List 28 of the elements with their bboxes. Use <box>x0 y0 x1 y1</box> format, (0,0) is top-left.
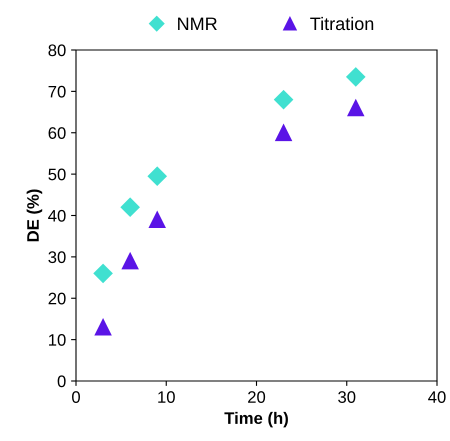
y-tick-label: 10 <box>49 334 66 346</box>
x-tick-label: 0 <box>72 391 80 403</box>
y-tick-label: 80 <box>48 44 66 56</box>
y-tick-label: 30 <box>48 251 66 264</box>
point <box>148 166 167 186</box>
y-tick-label: 40 <box>48 210 66 222</box>
point <box>347 100 364 116</box>
point <box>346 67 366 86</box>
point <box>94 318 112 336</box>
point <box>122 252 138 270</box>
point <box>148 211 166 228</box>
x-tick-label: 10 <box>158 391 175 403</box>
legend-label: Titration <box>310 16 374 30</box>
point <box>274 90 294 110</box>
x-tick-label: 40 <box>428 391 446 403</box>
legend-label: NMR <box>178 18 217 30</box>
point <box>120 198 140 217</box>
y-tick-label: 70 <box>48 86 66 98</box>
x-tick-label: 30 <box>338 391 356 403</box>
y-axis-title: DE (%) <box>26 189 42 242</box>
x-tick-label: 20 <box>248 391 266 403</box>
x-axis-title: Time (h) <box>224 412 288 428</box>
y-tick-label: 60 <box>48 127 66 139</box>
y-tick-label: 0 <box>58 375 66 388</box>
point <box>275 124 292 142</box>
y-tick-label: 20 <box>48 292 66 304</box>
y-tick-label: 50 <box>48 168 66 180</box>
point <box>94 264 113 283</box>
